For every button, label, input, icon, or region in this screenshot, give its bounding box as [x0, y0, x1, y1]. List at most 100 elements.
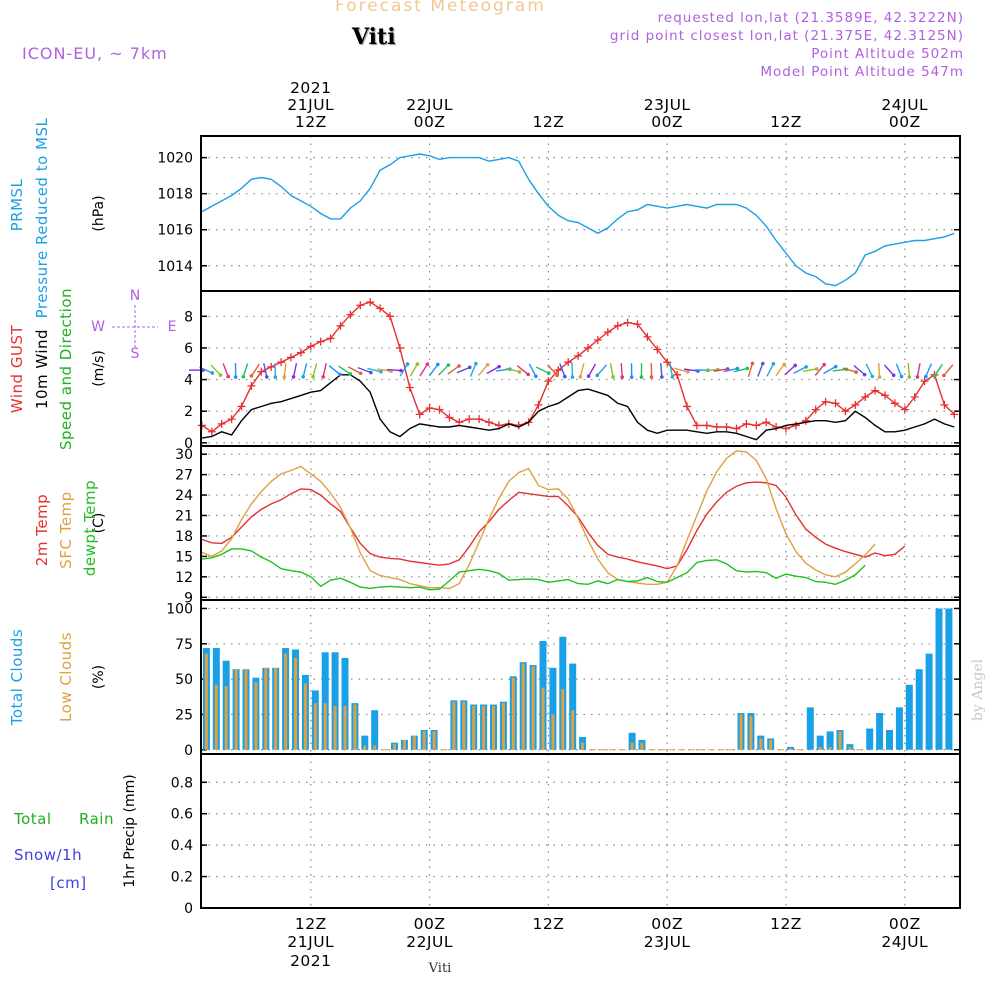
wind-direction-arrow — [934, 363, 943, 377]
wind-arrow-head — [399, 368, 403, 373]
wind-arrow-head — [862, 372, 867, 377]
precip-total-label: Total — [13, 810, 52, 828]
wind-direction-arrow — [823, 366, 837, 375]
wind-direction-arrow — [292, 363, 298, 378]
bottom-time-label: 12Z — [295, 915, 327, 933]
y-tick-label: 21 — [175, 509, 193, 525]
wind-arrow-head — [338, 372, 342, 377]
location-title: Viti — [352, 24, 396, 50]
low-cloud-bar — [828, 746, 832, 750]
wind-arrow-head — [517, 370, 522, 374]
gust-marker — [861, 392, 870, 401]
wind-arrow-head — [425, 362, 430, 366]
10m-wind-line — [201, 374, 955, 441]
wind-arrow-head — [570, 375, 575, 379]
y-tick-label: 8 — [184, 309, 193, 325]
low-cloud-bar — [462, 701, 466, 750]
total-cloud-bar — [341, 657, 349, 750]
wind-direction-arrow — [409, 363, 418, 377]
gust-marker — [623, 318, 632, 327]
precip-rain-label: Rain — [79, 810, 114, 828]
low-cloud-bar — [482, 705, 486, 750]
gust-marker — [722, 423, 731, 432]
gust-marker — [900, 405, 909, 414]
y-tick-label: 0 — [184, 901, 193, 917]
wind-arrow-head — [771, 362, 776, 366]
wind-direction-arrow — [571, 363, 574, 378]
bottom-date-label: 21JUL — [287, 933, 334, 951]
low-cloud-bar — [274, 667, 278, 750]
wind-10m-title: 10m Wind — [33, 329, 51, 409]
wind-direction-arrow — [925, 363, 933, 377]
gust-marker — [247, 381, 256, 390]
wind-arrow-head — [405, 362, 410, 366]
wind-direction-arrow — [766, 363, 775, 377]
gust-marker — [564, 358, 573, 367]
low-cloud-bar — [571, 710, 575, 750]
dewpoint-title: dewpt Temp — [81, 480, 99, 576]
wind-arrow-head — [870, 374, 875, 379]
gust-marker — [475, 415, 484, 424]
gust-marker — [346, 310, 355, 319]
wind-arrow-head — [915, 375, 920, 379]
low-cloud-bar — [294, 657, 297, 750]
low-cloud-bar — [432, 731, 436, 750]
low-cloud-bar — [363, 745, 367, 750]
low-cloud-bar — [759, 738, 763, 750]
gust-marker — [910, 392, 919, 401]
total-cloud-bar — [806, 707, 814, 750]
wind-arrow-head — [611, 375, 615, 379]
wind-direction-arrow — [814, 364, 825, 376]
low-cloud-bar — [402, 739, 406, 750]
wind-arrow-head — [264, 375, 269, 379]
y-tick-label: 2 — [184, 404, 193, 420]
wind-arrow-head — [311, 375, 315, 379]
wind-arrow-head — [814, 367, 819, 371]
total-cloud-bar — [331, 652, 339, 750]
wind-arrow-head — [563, 374, 567, 379]
wind-arrow-head — [249, 374, 254, 378]
gust-marker — [287, 353, 295, 362]
top-date-label: 24JUL — [881, 96, 928, 114]
bottom-year-label: 2021 — [290, 952, 331, 970]
wind-arrow-head — [291, 375, 296, 379]
wind-direction-arrow — [283, 363, 287, 378]
wind-direction-arrow — [242, 363, 249, 377]
gust-marker — [752, 421, 761, 430]
wind-direction-arrow — [943, 364, 954, 376]
gust-marker — [881, 391, 889, 400]
wind-direction-arrow — [842, 367, 857, 373]
total-cloud-bar — [321, 652, 329, 750]
gust-marker — [425, 404, 434, 413]
wind-direction-arrow — [747, 363, 754, 377]
gust-marker — [336, 321, 345, 330]
low-cloud-bar — [789, 748, 792, 750]
wind-arrow-head — [686, 370, 690, 374]
bottom-date-label: 22JUL — [406, 933, 453, 951]
total-cloud-bar — [886, 729, 893, 750]
wind-arrow-head — [629, 375, 634, 379]
gust-marker — [207, 427, 216, 436]
wind-direction-arrow — [865, 363, 873, 377]
wind-arrow-head — [457, 364, 461, 368]
y-tick-label: 0 — [184, 743, 193, 759]
gust-marker — [940, 400, 949, 409]
gust-marker — [395, 343, 404, 352]
low-cloud-bar — [561, 689, 565, 750]
low-cloud-bar — [818, 746, 822, 750]
wind-arrow-head — [485, 362, 490, 367]
wind-arrow-head — [670, 375, 675, 379]
wind-arrow-head — [735, 366, 740, 371]
gust-marker — [633, 320, 642, 329]
top-time-label: 12Z — [532, 113, 564, 131]
footer-location: Viti — [428, 961, 452, 976]
wind-arrow-head — [760, 361, 765, 366]
wind-direction-arrow — [338, 365, 351, 375]
total-cloud-bar — [895, 707, 903, 750]
gust-marker — [831, 399, 840, 408]
gust-marker — [712, 423, 721, 432]
wind-gust-title: Wind GUST — [8, 325, 26, 414]
bottom-time-label: 12Z — [532, 915, 564, 933]
wind-arrow-head — [586, 374, 591, 378]
